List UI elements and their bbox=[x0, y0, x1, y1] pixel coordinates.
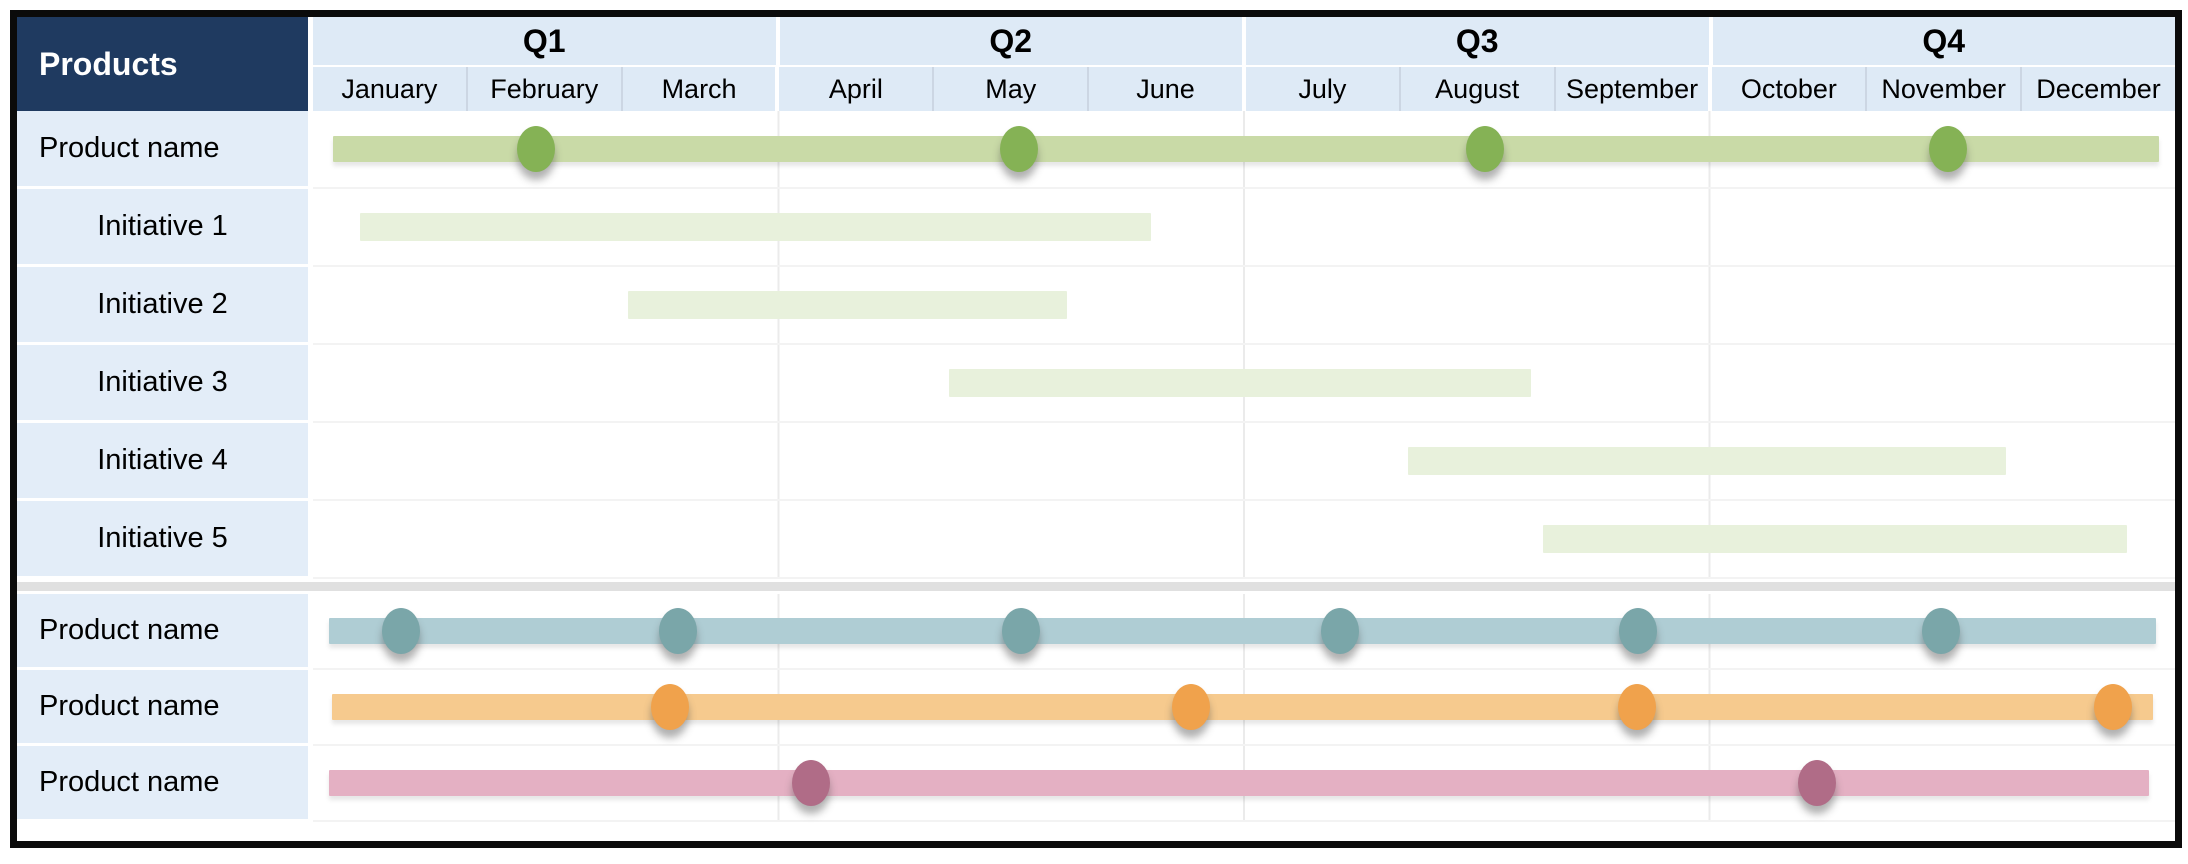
roadmap-row-initiative-5: Initiative 5 bbox=[17, 501, 2175, 579]
rows-host: Product name Initiative 1 Initiative 2 Init… bbox=[17, 111, 2175, 841]
milestone-dot-july[interactable] bbox=[1321, 608, 1360, 654]
row-timeline bbox=[313, 267, 2175, 345]
month-header-september: September bbox=[1553, 67, 1709, 111]
quarter-header-q1: Q1 bbox=[313, 17, 776, 65]
row-label: Initiative 2 bbox=[17, 267, 313, 345]
milestone-dot-march[interactable] bbox=[658, 608, 697, 654]
roadmap-table: Products Q1 Q2 Q3 Q4 January February March Ap… bbox=[10, 10, 2182, 848]
milestone-dot-september[interactable] bbox=[1619, 608, 1658, 654]
row-label: Product name bbox=[17, 111, 313, 189]
bottom-filler bbox=[17, 822, 2175, 841]
roadmap-row-product-orange: Product name bbox=[17, 670, 2175, 746]
row-timeline bbox=[313, 501, 2175, 579]
gantt-bar[interactable] bbox=[359, 213, 1151, 241]
milestone-dot-april[interactable] bbox=[792, 760, 831, 806]
gantt-bar[interactable] bbox=[1543, 525, 2127, 553]
milestone-dot-may[interactable] bbox=[1000, 126, 1038, 172]
gantt-bar[interactable] bbox=[331, 694, 2154, 720]
milestone-dot-october[interactable] bbox=[1797, 760, 1836, 806]
month-header-april: April bbox=[775, 67, 933, 111]
row-label: Product name bbox=[17, 594, 313, 670]
gantt-bar[interactable] bbox=[949, 369, 1532, 397]
month-header-january: January bbox=[313, 67, 466, 111]
milestone-dot-march[interactable] bbox=[650, 684, 689, 730]
gantt-bar[interactable] bbox=[627, 291, 1068, 319]
quarter-header-q4: Q4 bbox=[1708, 17, 2175, 65]
milestone-dot-august[interactable] bbox=[1465, 126, 1504, 172]
month-header-may: May bbox=[932, 67, 1088, 111]
row-timeline bbox=[313, 423, 2175, 501]
row-label: Initiative 4 bbox=[17, 423, 313, 501]
quarter-header-q2: Q2 bbox=[775, 17, 1242, 65]
section-separator bbox=[17, 579, 2175, 594]
milestone-dot-november[interactable] bbox=[1929, 126, 1968, 172]
quarter-header-row: Q1 Q2 Q3 Q4 bbox=[313, 17, 2175, 65]
quarter-header-q3: Q3 bbox=[1242, 17, 1709, 65]
milestone-dot-november[interactable] bbox=[1921, 608, 1960, 654]
header-band: Products Q1 Q2 Q3 Q4 January February March Ap… bbox=[17, 17, 2175, 111]
row-timeline bbox=[313, 345, 2175, 423]
row-label: Product name bbox=[17, 670, 313, 746]
row-label: Product name bbox=[17, 746, 313, 822]
row-timeline bbox=[313, 189, 2175, 267]
month-header-june: June bbox=[1087, 67, 1242, 111]
gantt-bar[interactable] bbox=[328, 618, 2157, 644]
roadmap-row-product-green: Product name bbox=[17, 111, 2175, 189]
month-header-december: December bbox=[2020, 67, 2175, 111]
row-timeline bbox=[313, 746, 2175, 822]
roadmap-row-initiative-4: Initiative 4 bbox=[17, 423, 2175, 501]
milestone-dot-january[interactable] bbox=[382, 608, 421, 654]
month-header-august: August bbox=[1398, 67, 1554, 111]
gantt-bar[interactable] bbox=[1408, 447, 2006, 475]
row-timeline bbox=[313, 670, 2175, 746]
row-label: Initiative 5 bbox=[17, 501, 313, 579]
month-header-march: March bbox=[620, 67, 776, 111]
row-label: Initiative 1 bbox=[17, 189, 313, 267]
gantt-bar[interactable] bbox=[328, 770, 2149, 796]
month-header-row: January February March April May June July Augu… bbox=[313, 65, 2175, 111]
row-timeline bbox=[313, 111, 2175, 189]
products-title: Products bbox=[39, 45, 178, 82]
month-header-february: February bbox=[465, 67, 621, 111]
row-timeline bbox=[313, 594, 2175, 670]
row-label: Initiative 3 bbox=[17, 345, 313, 423]
roadmap-row-initiative-2: Initiative 2 bbox=[17, 267, 2175, 345]
gantt-bar[interactable] bbox=[333, 136, 2160, 162]
milestone-dot-june[interactable] bbox=[1172, 684, 1211, 730]
roadmap-row-product-teal: Product name bbox=[17, 594, 2175, 670]
month-header-july: July bbox=[1241, 67, 1399, 111]
products-header-cell: Products bbox=[17, 17, 313, 111]
roadmap-row-initiative-3: Initiative 3 bbox=[17, 345, 2175, 423]
month-header-november: November bbox=[1865, 67, 2021, 111]
roadmap-row-initiative-1: Initiative 1 bbox=[17, 189, 2175, 267]
milestone-dot-may[interactable] bbox=[1001, 608, 1040, 654]
roadmap-row-product-pink: Product name bbox=[17, 746, 2175, 822]
milestone-dot-september[interactable] bbox=[1617, 684, 1656, 730]
milestone-dot-december[interactable] bbox=[2093, 684, 2132, 730]
timeline-header: Q1 Q2 Q3 Q4 January February March April May Jun… bbox=[313, 17, 2175, 111]
month-header-october: October bbox=[1708, 67, 1866, 111]
milestone-dot-february[interactable] bbox=[517, 126, 556, 172]
